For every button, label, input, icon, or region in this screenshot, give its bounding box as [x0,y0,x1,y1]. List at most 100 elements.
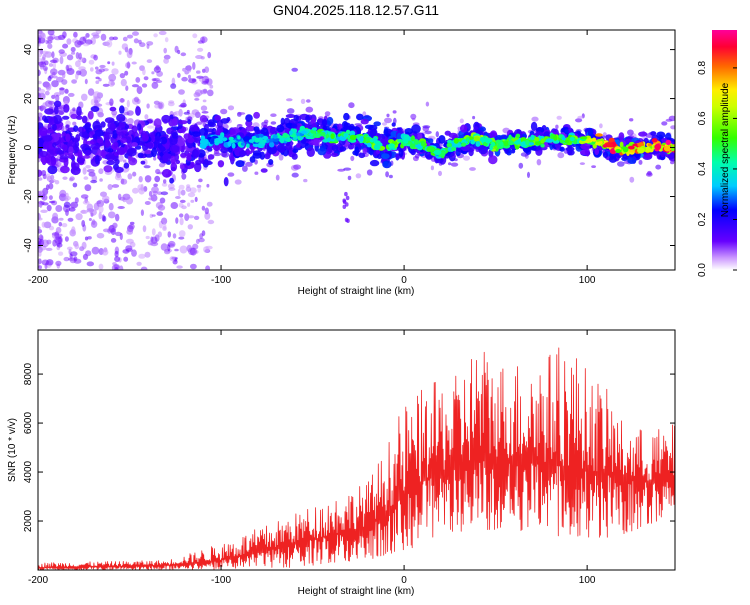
spectral-blob [151,147,158,158]
spectral-blob [50,68,58,76]
spectral-blob [118,50,122,55]
spectral-blob [599,123,603,129]
spectral-blob [241,128,248,134]
spectral-blob [125,85,129,91]
spectral-blob [45,184,50,191]
spectral-blob [146,103,150,109]
spectral-blob [40,32,46,41]
ridge-point [311,127,318,131]
spectral-blob [585,148,590,157]
spectral-blob [53,36,62,41]
spectral-blob [163,179,167,184]
spectral-blob [123,162,130,169]
ridge-point [654,143,662,150]
spectral-blob [70,113,78,119]
spectral-blob [350,155,355,162]
ridge-point [305,135,313,140]
spectral-blob [276,124,285,133]
spectral-blob [38,237,42,245]
ridge-point [670,145,675,152]
spectral-blob [92,134,98,140]
spectral-blob [131,61,137,65]
spectral-blob [77,126,85,133]
spectral-blob [63,157,69,168]
spectral-blob [531,116,539,122]
spectral-blob [71,226,76,235]
spectral-blob [184,213,190,222]
ridge-point [248,139,255,143]
spectral-blob [177,72,181,78]
ridge-point [558,134,563,139]
spectral-blob [264,143,270,150]
spectral-blob [74,243,80,250]
spectral-blob [55,94,60,102]
ridge-point [545,138,553,143]
x-tick-label: -200 [28,275,48,286]
spectral-blob [427,138,434,144]
spectral-blob [191,109,200,115]
spectral-blob [478,144,488,155]
spectral-blob [76,115,83,120]
spectral-blob [460,124,468,133]
spectral-blob [386,113,390,118]
spectral-blob [160,243,168,251]
spectrogram-xlabel: Height of straight line (km) [298,286,415,297]
spectral-blob [93,202,100,211]
spectral-blob [106,39,113,48]
spectral-blob [362,147,368,154]
spectral-blob [411,124,421,134]
spectral-blob [119,73,126,79]
spectral-blob [38,50,42,58]
spectral-blob [175,217,179,224]
spectral-blob [535,131,543,136]
spectral-blob [146,59,153,63]
ridge-point [312,133,320,138]
spectral-blob [114,267,119,270]
spectral-blob [74,197,79,204]
spectral-blob [134,96,139,103]
spectral-blob [64,236,69,242]
spectral-blob [53,92,61,97]
spectral-blob [68,145,74,155]
spectral-blob [75,213,83,221]
ridge-point [535,140,542,146]
spectral-blob [41,50,49,55]
spectral-blob [156,80,163,83]
spectral-blob [103,165,113,173]
spectral-blob [187,215,195,219]
spectral-blob [180,52,187,57]
ridge-point [356,134,361,138]
spectral-blob [94,101,100,108]
spectral-blob [48,182,54,190]
ridge-point [647,143,652,147]
spectral-blob [164,37,169,43]
spectral-blob [196,121,203,125]
spectral-blob [62,72,66,79]
spectral-blob [81,209,86,214]
ridge-point [515,133,521,139]
spectral-blob [185,186,192,192]
spectral-blob [591,165,596,169]
spectral-blob [173,111,181,116]
ridge-point [417,145,422,150]
colorbar: 0.0 0.2 0.4 0.6 0.8 Normalized spectral ampl… [697,30,737,277]
spectral-blob [444,130,451,136]
spectral-blob [189,124,198,132]
spectrogram-frame [37,29,676,271]
spectral-blob [85,165,91,169]
ridge-point [663,145,672,152]
ridge-point [606,143,614,148]
spectral-blob [38,169,43,177]
ridge-point [237,141,243,147]
spectral-blob [119,265,124,270]
spectral-blob [594,147,600,156]
spectral-blob [670,160,675,165]
ridge-point [433,149,442,155]
spectral-blob [38,217,43,221]
spectral-blob [57,161,61,168]
spectral-blob [229,129,236,135]
spectral-blob [131,125,138,134]
ridge-point [499,141,504,148]
spectral-blob [167,244,171,252]
